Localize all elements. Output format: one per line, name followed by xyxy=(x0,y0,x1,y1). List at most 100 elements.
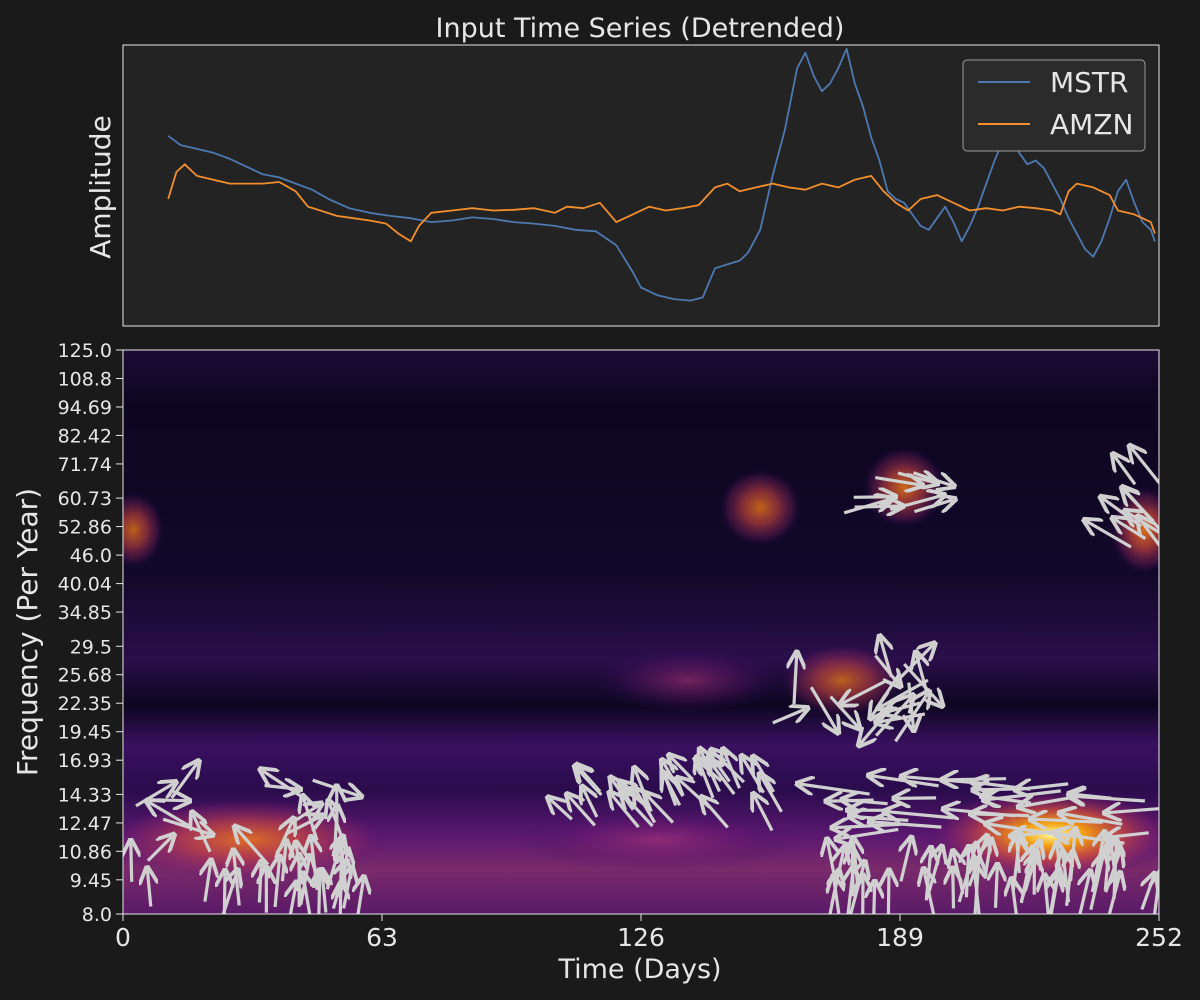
y-tick-label: 34.85 xyxy=(58,602,112,624)
phase-arrow xyxy=(1107,808,1159,813)
phase-arrow xyxy=(1114,456,1137,486)
phase-arrow xyxy=(743,758,765,794)
series-line-mstr xyxy=(167,47,1156,302)
y-tick-label: 16.93 xyxy=(58,750,112,772)
phase-arrow xyxy=(967,838,986,887)
phase-arrow xyxy=(568,796,596,827)
phase-arrow xyxy=(665,776,676,807)
ts-series-group xyxy=(167,47,1156,302)
phase-arrow xyxy=(848,869,853,914)
y-tick-label: 12.47 xyxy=(58,813,112,835)
phase-arrow xyxy=(974,782,1031,789)
y-tick-label: 94.69 xyxy=(58,397,112,419)
phase-arrow xyxy=(146,836,172,862)
phase-arrow xyxy=(878,714,926,722)
phase-arrow xyxy=(325,838,342,890)
phase-arrow xyxy=(954,853,964,895)
legend-label-amzn: AMZN xyxy=(1050,108,1133,141)
phase-arrow xyxy=(1062,814,1123,826)
phase-arrow xyxy=(205,862,211,902)
phase-arrow xyxy=(611,794,640,829)
phase-arrow xyxy=(1107,833,1149,838)
phase-arrow xyxy=(1139,518,1159,548)
phase-arrow xyxy=(264,786,299,790)
phase-arrow xyxy=(953,870,954,909)
phase-arrow xyxy=(843,499,890,515)
hotspot xyxy=(719,469,801,546)
y-tick-label: 71.74 xyxy=(58,454,112,476)
phase-arrow xyxy=(224,873,225,914)
x-tick-label: 126 xyxy=(617,923,665,952)
ts-legend: MSTR AMZN xyxy=(962,59,1146,152)
x-tick-label: 63 xyxy=(366,923,398,952)
phase-arrow xyxy=(880,678,929,707)
heatmap-x-ticks: 0 63 126 189 252 xyxy=(115,914,1183,952)
phase-arrow xyxy=(828,841,836,882)
phase-arrow xyxy=(828,800,874,801)
phase-arrow xyxy=(853,497,894,498)
hotspot xyxy=(514,806,801,873)
phase-arrow xyxy=(924,871,934,914)
phase-arrow xyxy=(975,860,979,914)
phase-arrow xyxy=(149,802,191,828)
ts-ylabel: Amplitude xyxy=(84,115,117,259)
phase-arrow xyxy=(1142,876,1154,910)
phase-arrow xyxy=(156,800,188,801)
phase-arrow xyxy=(913,500,953,512)
phase-arrow xyxy=(794,655,797,705)
phase-arrow xyxy=(698,759,715,799)
phase-arrow xyxy=(1021,798,1073,807)
hotspot xyxy=(863,447,945,528)
phase-arrow xyxy=(996,867,998,908)
y-tick-label: 40.04 xyxy=(58,574,112,596)
phase-arrow xyxy=(1071,831,1075,882)
y-tick-label: 10.86 xyxy=(58,841,112,863)
phase-arrow xyxy=(1056,833,1125,843)
phase-arrow xyxy=(896,798,937,799)
series-line-amzn xyxy=(167,163,1156,243)
phase-arrow xyxy=(646,794,675,824)
phase-arrow xyxy=(322,872,326,913)
phase-arrow xyxy=(344,869,352,909)
y-tick-label: 46.0 xyxy=(70,545,112,567)
phase-arrow xyxy=(147,870,150,907)
phase-arrow xyxy=(259,864,261,903)
phase-arrow xyxy=(234,852,240,906)
hotspot xyxy=(596,647,781,714)
phase-arrow xyxy=(888,872,889,914)
phase-arrow xyxy=(288,884,296,914)
phase-arrow xyxy=(946,809,1016,816)
phase-arrow xyxy=(663,762,685,798)
x-tick-label: 252 xyxy=(1135,923,1183,952)
phase-arrow xyxy=(875,478,920,485)
y-tick-label: 22.35 xyxy=(58,693,112,715)
hotspot xyxy=(1110,486,1159,573)
phase-arrow xyxy=(135,783,174,808)
y-tick-label: 9.45 xyxy=(70,870,112,892)
phase-arrow xyxy=(358,879,364,914)
phase-arrow xyxy=(635,770,653,812)
phase-arrow xyxy=(1045,877,1049,914)
phase-arrow xyxy=(1012,881,1017,914)
y-tick-label: 82.42 xyxy=(58,425,112,447)
phase-arrow xyxy=(754,796,774,832)
phase-arrow xyxy=(904,777,981,784)
y-tick-label: 125.0 xyxy=(58,340,112,362)
phase-arrow xyxy=(131,843,132,882)
phase-arrow xyxy=(274,820,293,859)
hotspot xyxy=(123,492,164,567)
y-tick-label: 108.8 xyxy=(58,368,112,390)
phase-arrow xyxy=(550,799,573,821)
legend-label-mstr: MSTR xyxy=(1050,66,1129,99)
phase-arrow xyxy=(275,859,279,908)
phase-arrow xyxy=(311,839,317,891)
heatmap-area xyxy=(123,350,1159,914)
phase-arrow xyxy=(236,828,270,866)
phase-arrow xyxy=(1078,873,1090,914)
phase-arrow xyxy=(873,884,874,914)
y-tick-label: 52.86 xyxy=(58,517,112,539)
y-tick-label: 29.5 xyxy=(70,636,112,658)
x-tick-label: 189 xyxy=(876,923,924,952)
phase-arrow xyxy=(901,840,911,882)
